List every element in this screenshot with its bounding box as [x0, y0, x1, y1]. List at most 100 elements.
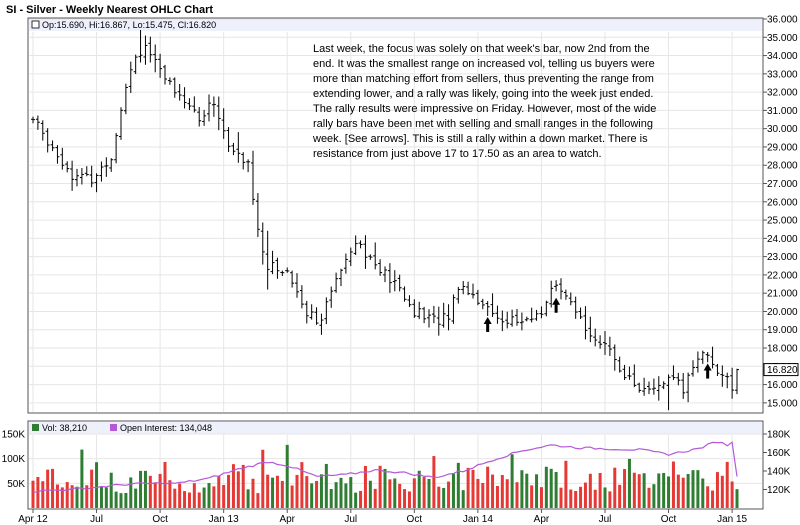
- ohlc-bar: [588, 316, 593, 343]
- volume-bar: [310, 483, 314, 508]
- volume-bar: [222, 484, 226, 508]
- volume-bar: [148, 475, 152, 508]
- x-tick-label: Jul: [599, 514, 612, 525]
- ohlc-bar: [676, 372, 681, 386]
- ohlc-bar: [182, 87, 187, 109]
- volume-bar: [486, 466, 490, 508]
- volume-bar: [280, 480, 284, 508]
- volume-bar: [706, 486, 710, 508]
- ohlc-bar: [373, 242, 378, 270]
- volume-bar: [417, 470, 421, 508]
- ohlc-bar: [534, 309, 539, 321]
- ohlc-bar: [114, 132, 119, 164]
- volume-bar: [544, 466, 548, 508]
- ohlc-bar: [192, 96, 197, 113]
- ohlc-bar: [290, 270, 295, 288]
- y-tick-label: 36.000: [767, 15, 798, 26]
- volume-bar: [31, 480, 35, 508]
- volume-bar: [598, 472, 602, 508]
- oi-line: [32, 441, 738, 493]
- volume-bar: [715, 472, 719, 508]
- price-y-axis: 15.00016.00017.00018.00019.00020.00021.0…: [763, 15, 798, 409]
- volume-bar: [725, 461, 729, 508]
- volume-bar: [173, 488, 177, 508]
- ohlc-bar: [515, 308, 519, 326]
- volume-bar: [300, 462, 304, 508]
- volume-bar: [388, 479, 392, 508]
- ohlc-bar: [407, 295, 412, 308]
- x-tick-label: Jan 14: [463, 514, 493, 525]
- ohlc-bar: [510, 309, 515, 327]
- volume-bar: [129, 477, 133, 508]
- volume-bar: [261, 449, 265, 508]
- volume-bar: [637, 474, 641, 508]
- volume-bar: [99, 486, 103, 508]
- ohlc-bar: [656, 376, 661, 401]
- ohlc-bar: [255, 193, 260, 238]
- ohlc-bar: [167, 77, 172, 85]
- volume-bar: [403, 489, 407, 508]
- ohlc-bar: [490, 293, 495, 318]
- volume-bar: [618, 484, 622, 508]
- ohlc-bar: [94, 173, 99, 193]
- volume-bar: [686, 474, 690, 508]
- ohlc-bar: [715, 363, 720, 376]
- volume-bar: [158, 473, 162, 508]
- ohlc-bar: [158, 53, 163, 78]
- volume-bar: [231, 464, 235, 508]
- ohlc-bar: [358, 240, 363, 249]
- volume-bar: [95, 462, 99, 508]
- ohlc-bar: [642, 377, 647, 396]
- volume-bar: [187, 492, 191, 508]
- volume-y-axis: 150K 100K 50K: [2, 430, 26, 490]
- open-interest-line: [32, 441, 738, 493]
- volume-bar: [153, 482, 157, 508]
- ohlc-bar: [89, 165, 94, 188]
- y-tick-label: 34.000: [767, 51, 798, 62]
- oi-legend: Open Interest: 134,048: [120, 423, 212, 433]
- y-tick-label: 18.000: [767, 344, 798, 355]
- volume-bar: [295, 474, 299, 508]
- ohlc-bar: [75, 168, 79, 187]
- ohlc-bar: [568, 292, 573, 306]
- volume-bar: [505, 479, 509, 508]
- volume-bar: [51, 468, 55, 508]
- volume-bar: [471, 469, 475, 508]
- ohlc-bar: [559, 278, 563, 300]
- volume-bar: [246, 489, 250, 508]
- volume-bar: [525, 473, 529, 508]
- ohlc-bar: [231, 142, 236, 156]
- ohlc-bar: [622, 364, 627, 381]
- volume-bar: [510, 454, 514, 508]
- volume-bar: [559, 487, 563, 508]
- volume-bar: [676, 474, 680, 508]
- ohlc-bar: [50, 140, 55, 152]
- volume-bar: [437, 486, 441, 508]
- volume-bar: [290, 485, 294, 508]
- volume-bar: [549, 468, 553, 508]
- volume-bar: [271, 477, 275, 508]
- ohlc-bar: [598, 335, 603, 349]
- volume-bar: [466, 467, 470, 508]
- ohlc-bar: [104, 157, 109, 177]
- volume-bar: [349, 477, 353, 508]
- ohlc-bar: [334, 272, 339, 293]
- last-price-text: 16.820: [767, 365, 798, 376]
- volume-bar: [124, 492, 128, 508]
- ohlc-bar: [295, 273, 299, 298]
- ohlc-bar: [471, 283, 475, 299]
- ohlc-bar: [607, 336, 612, 357]
- vol-legend: Vol: 38,210: [42, 423, 87, 433]
- y-tick-label: 27.000: [767, 179, 798, 190]
- volume-bar: [554, 471, 558, 508]
- ohlc-bar: [348, 247, 353, 267]
- volume-bar: [80, 449, 84, 508]
- volume-bar: [564, 460, 568, 508]
- ohlc-bar: [651, 378, 656, 395]
- volume-bar: [212, 486, 216, 508]
- ohlc-bar: [647, 381, 651, 395]
- y-tick-label: 32.000: [767, 88, 798, 99]
- ohlc-bars: [31, 29, 739, 411]
- ohlc-bar: [554, 280, 559, 292]
- x-tick-label: Oct: [407, 514, 423, 525]
